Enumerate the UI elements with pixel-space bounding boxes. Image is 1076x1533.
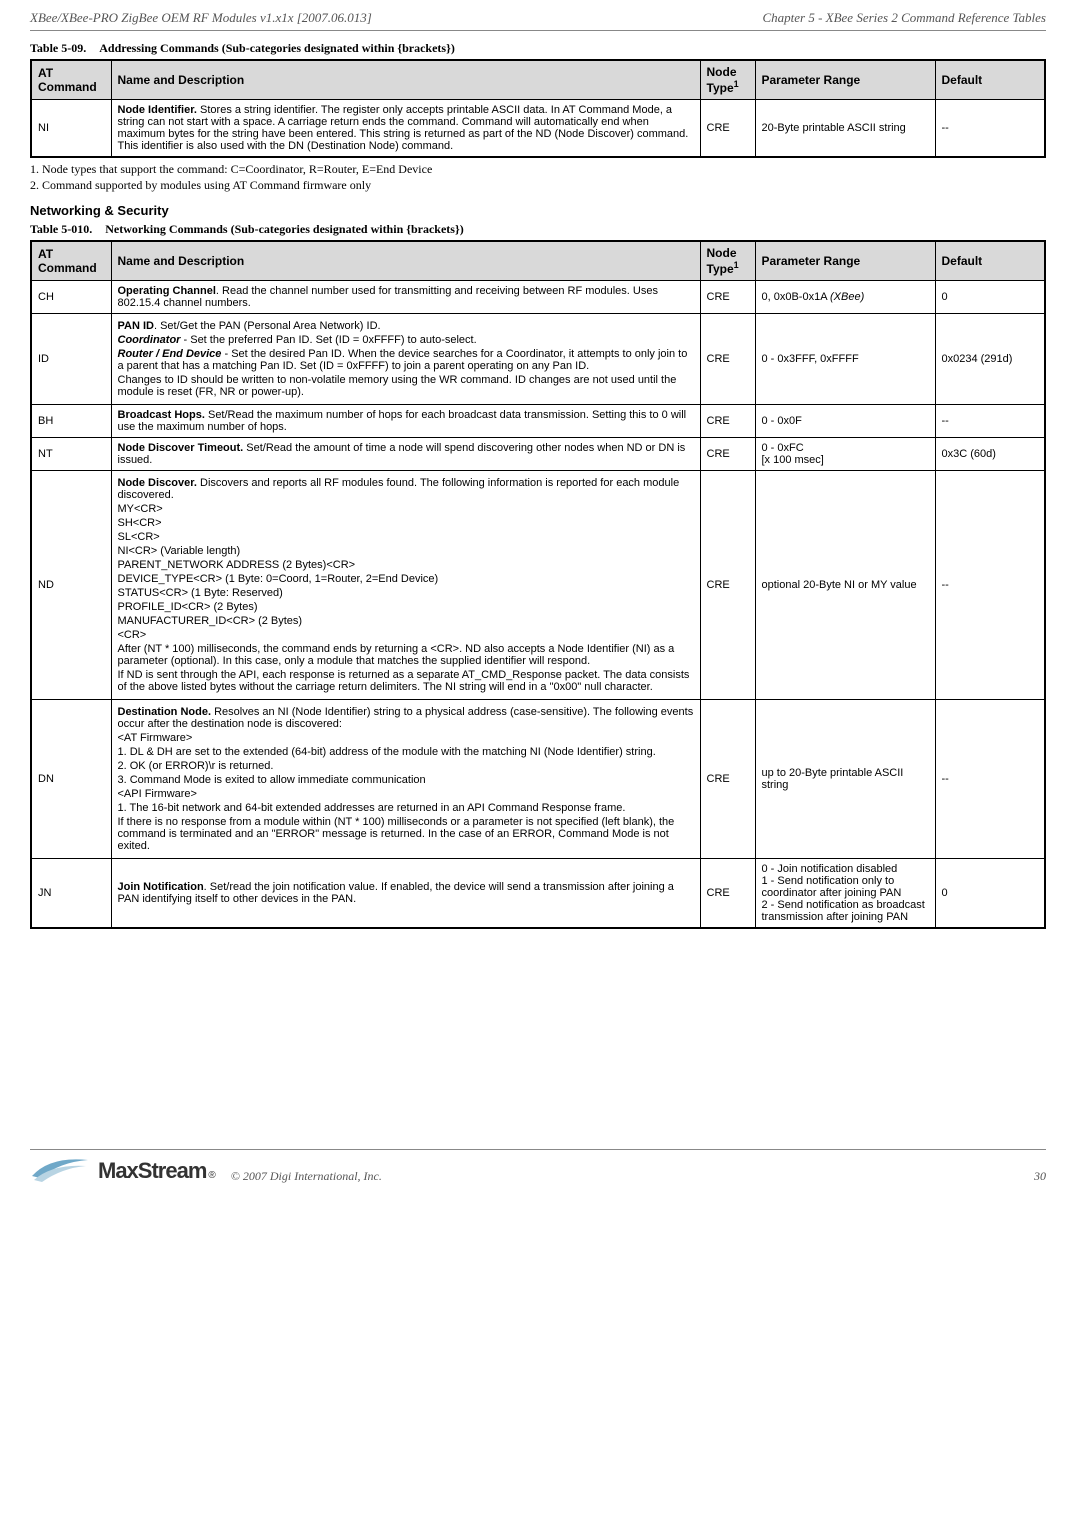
cell-range: 0 - 0x3FFF, 0xFFFF bbox=[755, 314, 935, 405]
cell-type: CRE bbox=[700, 700, 755, 859]
cell-at: DN bbox=[31, 700, 111, 859]
th-node: Node Type1 bbox=[700, 241, 755, 281]
note-1: 1. Node types that support the command: … bbox=[30, 162, 1046, 178]
cell-at: NI bbox=[31, 100, 111, 158]
cell-type: CRE bbox=[700, 100, 755, 158]
table2-caption-title: Networking Commands (Sub-categories desi… bbox=[105, 222, 463, 236]
th-at: AT Command bbox=[31, 60, 111, 100]
swoosh-icon bbox=[30, 1154, 90, 1184]
cell-type: CRE bbox=[700, 405, 755, 438]
cell-desc: Node Discover Timeout. Set/Read the amou… bbox=[111, 438, 700, 471]
cell-range: 0 - 0x0F bbox=[755, 405, 935, 438]
table1-caption-title: Addressing Commands (Sub-categories desi… bbox=[99, 41, 455, 55]
table-addressing: AT Command Name and Description Node Typ… bbox=[30, 59, 1046, 158]
row-jn: JN Join Notification. Set/read the join … bbox=[31, 859, 1045, 929]
footer-copyright: © 2007 Digi International, Inc. bbox=[231, 1169, 382, 1184]
row-ch: CH Operating Channel. Read the channel n… bbox=[31, 281, 1045, 314]
logo-area: MaxStream® © 2007 Digi International, In… bbox=[30, 1154, 382, 1184]
cell-range: up to 20-Byte printable ASCII string bbox=[755, 700, 935, 859]
cell-def: 0 bbox=[935, 859, 1045, 929]
section-networking: Networking & Security bbox=[30, 203, 1046, 218]
page-header: XBee/XBee-PRO ZigBee OEM RF Modules v1.x… bbox=[30, 10, 1046, 31]
th-range: Parameter Range bbox=[755, 60, 935, 100]
note-2: 2. Command supported by modules using AT… bbox=[30, 178, 1046, 194]
th-name: Name and Description bbox=[111, 60, 700, 100]
logo-text: MaxStream® bbox=[98, 1158, 215, 1184]
cell-desc: Operating Channel. Read the channel numb… bbox=[111, 281, 700, 314]
th-default: Default bbox=[935, 241, 1045, 281]
cell-range: 20-Byte printable ASCII string bbox=[755, 100, 935, 158]
row-dn: DN Destination Node. Resolves an NI (Nod… bbox=[31, 700, 1045, 859]
cell-desc: Join Notification. Set/read the join not… bbox=[111, 859, 700, 929]
cell-range: 0 - 0xFC[x 100 msec] bbox=[755, 438, 935, 471]
cell-def: -- bbox=[935, 700, 1045, 859]
cell-def: -- bbox=[935, 405, 1045, 438]
cell-desc: Destination Node. Resolves an NI (Node I… bbox=[111, 700, 700, 859]
th-range: Parameter Range bbox=[755, 241, 935, 281]
cell-def: -- bbox=[935, 100, 1045, 158]
th-at: AT Command bbox=[31, 241, 111, 281]
cell-desc: Broadcast Hops. Set/Read the maximum num… bbox=[111, 405, 700, 438]
cell-at: NT bbox=[31, 438, 111, 471]
cell-type: CRE bbox=[700, 281, 755, 314]
table1-notes: 1. Node types that support the command: … bbox=[30, 162, 1046, 193]
cell-at: ND bbox=[31, 471, 111, 700]
table2-caption-label: Table 5-010. bbox=[30, 222, 92, 236]
header-right: Chapter 5 - XBee Series 2 Command Refere… bbox=[762, 10, 1046, 26]
cell-def: -- bbox=[935, 471, 1045, 700]
cell-def: 0x0234 (291d) bbox=[935, 314, 1045, 405]
cell-def: 0x3C (60d) bbox=[935, 438, 1045, 471]
row-nd: ND Node Discover. Discovers and reports … bbox=[31, 471, 1045, 700]
cell-range: 0, 0x0B-0x1A (XBee) bbox=[755, 281, 935, 314]
cell-desc: Node Identifier. Stores a string identif… bbox=[111, 100, 700, 158]
cell-at: BH bbox=[31, 405, 111, 438]
row-ni: NI Node Identifier. Stores a string iden… bbox=[31, 100, 1045, 158]
cell-desc: PAN ID. Set/Get the PAN (Personal Area N… bbox=[111, 314, 700, 405]
cell-at: JN bbox=[31, 859, 111, 929]
table-networking: AT Command Name and Description Node Typ… bbox=[30, 240, 1046, 929]
cell-at: ID bbox=[31, 314, 111, 405]
page-number: 30 bbox=[1034, 1169, 1046, 1184]
th-name: Name and Description bbox=[111, 241, 700, 281]
row-nt: NT Node Discover Timeout. Set/Read the a… bbox=[31, 438, 1045, 471]
row-id: ID PAN ID. Set/Get the PAN (Personal Are… bbox=[31, 314, 1045, 405]
header-left: XBee/XBee-PRO ZigBee OEM RF Modules v1.x… bbox=[30, 10, 372, 26]
table1-caption: Table 5-09. Addressing Commands (Sub-cat… bbox=[30, 41, 1046, 56]
cell-range: 0 - Join notification disabled 1 - Send … bbox=[755, 859, 935, 929]
cell-def: 0 bbox=[935, 281, 1045, 314]
row-bh: BH Broadcast Hops. Set/Read the maximum … bbox=[31, 405, 1045, 438]
cell-type: CRE bbox=[700, 471, 755, 700]
th-default: Default bbox=[935, 60, 1045, 100]
cell-type: CRE bbox=[700, 438, 755, 471]
th-node: Node Type1 bbox=[700, 60, 755, 100]
page-footer: MaxStream® © 2007 Digi International, In… bbox=[30, 1149, 1046, 1184]
table2-caption: Table 5-010. Networking Commands (Sub-ca… bbox=[30, 222, 1046, 237]
table1-caption-label: Table 5-09. bbox=[30, 41, 86, 55]
cell-type: CRE bbox=[700, 859, 755, 929]
cell-range: optional 20-Byte NI or MY value bbox=[755, 471, 935, 700]
cell-at: CH bbox=[31, 281, 111, 314]
cell-desc: Node Discover. Discovers and reports all… bbox=[111, 471, 700, 700]
cell-type: CRE bbox=[700, 314, 755, 405]
